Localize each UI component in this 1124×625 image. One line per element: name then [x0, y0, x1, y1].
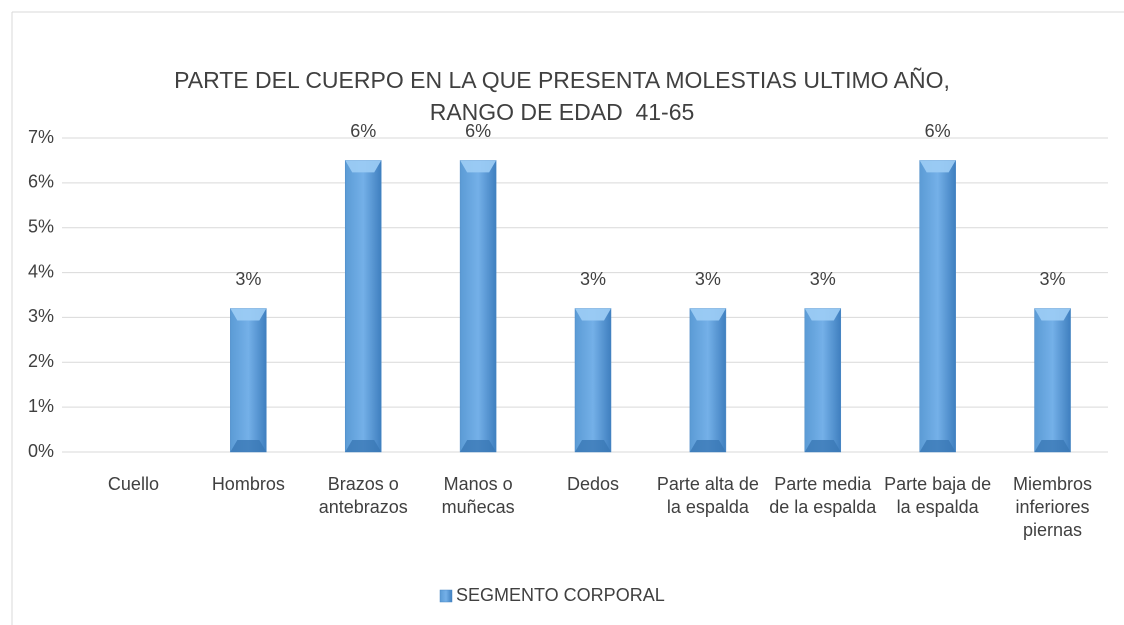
bar — [230, 308, 267, 453]
data-label: 3% — [235, 269, 261, 289]
y-tick-label: 7% — [28, 127, 54, 147]
y-tick-label: 0% — [28, 441, 54, 461]
y-tick-label: 4% — [28, 261, 54, 281]
bar-bevel — [689, 440, 726, 452]
bar-bevel — [804, 308, 841, 321]
bar-bevel — [575, 440, 611, 452]
bar-bevel — [689, 308, 726, 321]
legend-swatch — [439, 589, 453, 603]
bar-bevel — [1034, 308, 1071, 321]
x-tick-label: Parte alta de la espalda — [656, 474, 759, 517]
bar-bevel — [575, 308, 611, 321]
data-label: 3% — [695, 269, 721, 289]
bar-bevel — [460, 160, 497, 173]
bar-bevel — [230, 308, 267, 321]
y-tick-label: 2% — [28, 351, 54, 371]
data-label: 3% — [580, 269, 606, 289]
bar — [919, 160, 956, 453]
chart-title: PARTE DEL CUERPO EN LA QUE PRESENTA MOLE… — [174, 67, 957, 125]
bar — [459, 160, 497, 453]
data-label: 6% — [925, 121, 951, 141]
x-tick-label: Miembros inferiores piernas — [1013, 474, 1093, 540]
bar-bevel — [345, 440, 382, 452]
bar-bevel — [230, 440, 267, 452]
bar-bevel — [804, 440, 841, 452]
x-tick-label: Brazos o antebrazos — [318, 474, 408, 517]
x-tick-label: Parte baja de la espalda — [884, 474, 992, 517]
data-label: 3% — [810, 269, 836, 289]
legend-label: SEGMENTO CORPORAL — [456, 585, 665, 605]
x-tick-label: Dedos — [566, 474, 620, 494]
bar — [344, 160, 382, 453]
bar-bevel — [460, 440, 497, 452]
bar — [804, 308, 842, 453]
y-tick-label: 3% — [28, 306, 54, 326]
bar-bevel — [345, 160, 382, 173]
x-tick-label: Cuello — [107, 474, 159, 494]
bar-bevel — [919, 160, 956, 173]
bar — [574, 308, 612, 453]
bar-bevel — [919, 440, 956, 452]
y-tick-label: 5% — [28, 216, 54, 236]
x-tick-label: Parte media de la espalda — [769, 474, 877, 517]
y-tick-label: 1% — [28, 396, 54, 416]
data-label: 6% — [350, 121, 376, 141]
bar-bevel — [1034, 440, 1071, 452]
bar — [1034, 308, 1071, 453]
y-tick-label: 6% — [28, 172, 54, 192]
x-tick-label: Hombros — [211, 474, 285, 494]
bar — [689, 308, 727, 453]
data-label: 6% — [465, 121, 491, 141]
x-tick-label: Manos o muñecas — [441, 474, 515, 517]
data-label: 3% — [1040, 269, 1066, 289]
